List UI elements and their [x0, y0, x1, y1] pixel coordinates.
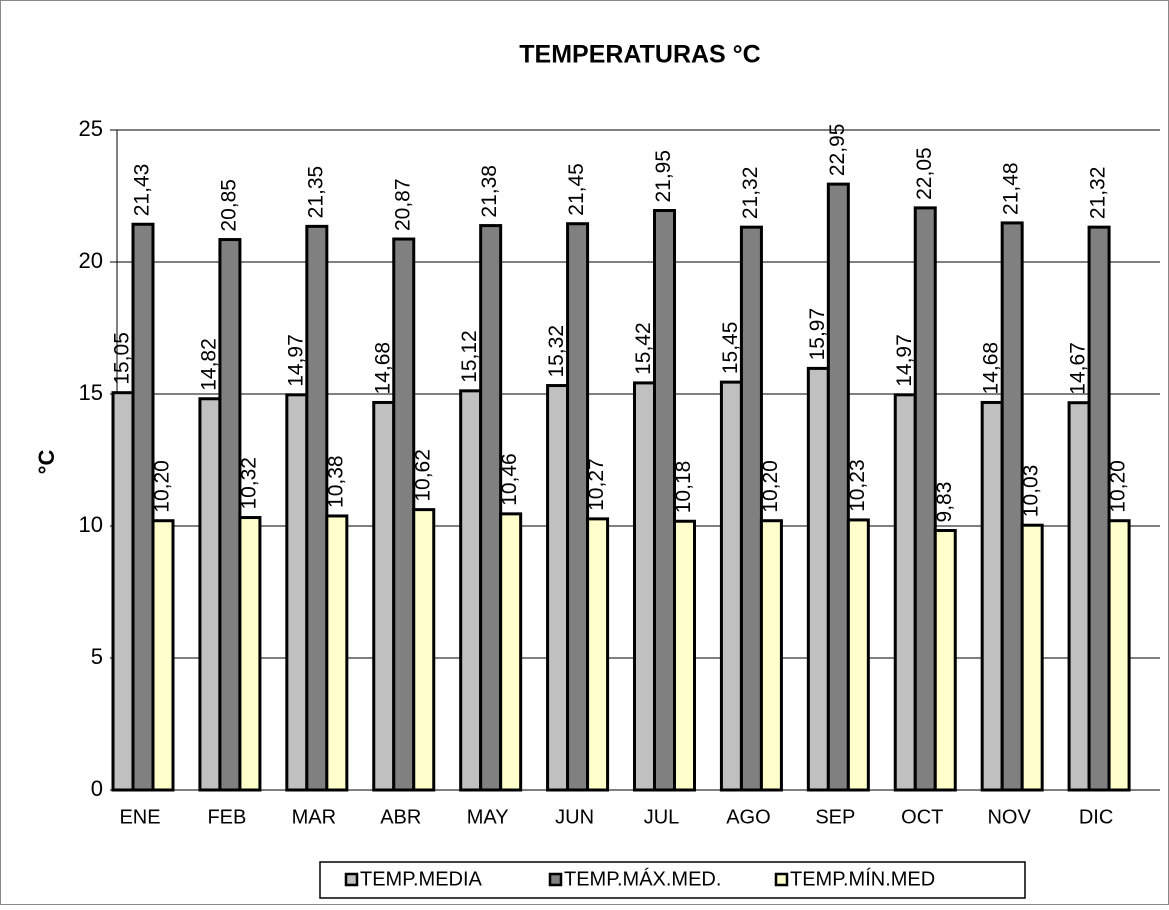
data-label: 10,23	[846, 459, 869, 512]
bar	[893, 393, 917, 792]
data-label: 15,32	[545, 325, 568, 378]
bar	[238, 516, 262, 792]
x-tick-label: JUN	[555, 806, 594, 828]
data-label: 10,46	[498, 453, 521, 506]
x-tick-label: JUL	[644, 806, 680, 828]
data-label: 21,32	[739, 167, 762, 220]
bar	[546, 384, 570, 792]
data-label: 20,87	[391, 178, 414, 231]
data-label: 21,43	[131, 164, 154, 217]
bar	[459, 389, 483, 792]
data-label: 20,85	[217, 179, 240, 232]
x-tick-label: DIC	[1079, 806, 1113, 828]
data-label: 22,95	[826, 124, 849, 177]
legend-swatch	[344, 872, 359, 887]
bar	[806, 366, 830, 792]
x-tick-label: OCT	[901, 806, 943, 828]
data-label: 15,12	[458, 330, 481, 383]
y-tick-label: 25	[79, 116, 103, 141]
bar	[846, 518, 870, 792]
bar	[1107, 519, 1131, 792]
data-label: 21,48	[1000, 162, 1023, 215]
bar	[586, 517, 610, 792]
data-label: 10,20	[151, 460, 174, 513]
bar	[151, 519, 175, 792]
data-label: 14,68	[371, 342, 394, 395]
data-label: 15,05	[111, 332, 134, 385]
x-tick-label: ABR	[380, 806, 421, 828]
data-label: 21,32	[1087, 167, 1110, 220]
bar	[1020, 523, 1044, 792]
x-tick-label: AGO	[726, 806, 770, 828]
bar	[479, 224, 503, 792]
x-tick-label: MAR	[292, 806, 336, 828]
data-label: 21,38	[478, 165, 501, 218]
data-label: 14,68	[980, 342, 1003, 395]
data-label: 10,62	[411, 449, 434, 502]
data-label: 9,83	[933, 482, 956, 523]
chart-title: TEMPERATURAS °C	[519, 41, 760, 69]
bar	[719, 380, 743, 792]
data-label: 10,20	[759, 460, 782, 513]
data-label: 15,45	[719, 322, 742, 375]
legend-swatch	[774, 872, 789, 887]
legend-label: TEMP.MEDIA	[360, 868, 483, 890]
bar	[499, 512, 523, 792]
x-tick-label: ENE	[119, 806, 160, 828]
y-tick-label: 5	[91, 644, 103, 669]
data-label: 21,45	[565, 163, 588, 216]
bar	[933, 528, 957, 792]
y-axis-label: °C	[34, 450, 59, 475]
bar	[111, 391, 135, 792]
data-label: 10,27	[585, 458, 608, 511]
bar	[218, 238, 242, 792]
data-label: 10,32	[237, 457, 260, 510]
bar	[325, 514, 349, 792]
y-tick-label: 0	[91, 776, 103, 801]
bar	[392, 237, 416, 792]
bar	[673, 519, 696, 792]
bar	[372, 400, 396, 792]
bar	[633, 381, 656, 792]
data-label: 10,38	[324, 455, 347, 508]
legend-box	[319, 861, 1026, 899]
data-label: 10,20	[1107, 460, 1130, 513]
data-label: 14,82	[197, 338, 220, 391]
data-label: 14,97	[284, 334, 307, 387]
data-label: 21,35	[304, 166, 327, 219]
data-label: 22,05	[913, 147, 936, 200]
data-label: 14,97	[893, 334, 916, 387]
bar	[980, 400, 1004, 792]
bar	[285, 393, 309, 792]
x-tick-label: NOV	[987, 806, 1031, 828]
data-label: 15,97	[806, 308, 829, 361]
legend-swatch	[548, 872, 563, 887]
bar	[412, 508, 436, 792]
data-label: 15,42	[632, 322, 655, 375]
y-tick-label: 10	[79, 512, 103, 537]
x-tick-label: SEP	[815, 806, 855, 828]
bar	[1067, 401, 1091, 792]
bar	[198, 397, 222, 792]
x-tick-label: MAY	[467, 806, 509, 828]
data-label: 21,95	[652, 150, 675, 203]
y-tick-label: 20	[79, 248, 103, 273]
x-tick-label: FEB	[207, 806, 246, 828]
data-label: 10,03	[1020, 465, 1043, 518]
y-tick-label: 15	[79, 380, 103, 405]
data-label: 10,18	[672, 461, 695, 514]
bar	[759, 519, 783, 792]
data-label: 14,67	[1067, 342, 1090, 395]
legend-label: TEMP.MÍN.MED	[790, 867, 935, 890]
legend-label: TEMP.MÁX.MED.	[564, 867, 721, 890]
